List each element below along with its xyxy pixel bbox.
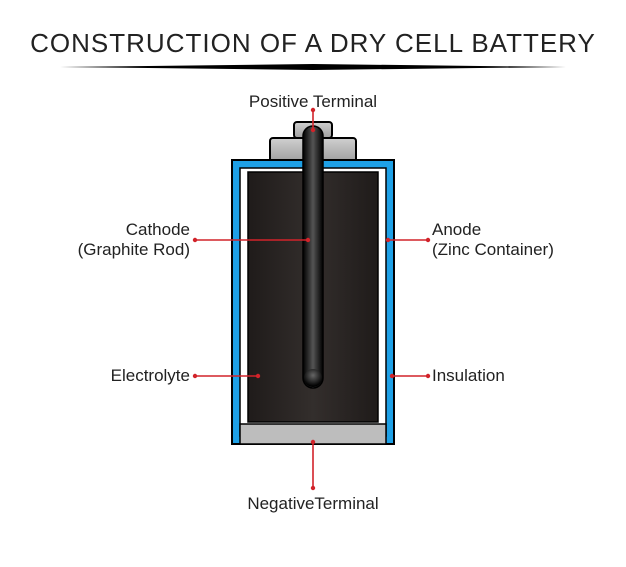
- label-cathode: Cathode(Graphite Rod): [78, 220, 190, 260]
- leader-dot-end-positive-terminal: [311, 128, 315, 132]
- leader-dot-start-cathode: [193, 238, 197, 242]
- page-title: CONSTRUCTION OF A DRY CELL BATTERY: [0, 28, 626, 59]
- leader-dot-end-cathode: [306, 238, 310, 242]
- graphite-rod: [303, 126, 323, 388]
- diagram-stage: Positive Terminal Cathode(Graphite Rod) An…: [0, 80, 626, 560]
- leader-dot-start-insulation: [426, 374, 430, 378]
- leader-dot-start-electrolyte: [193, 374, 197, 378]
- page: CONSTRUCTION OF A DRY CELL BATTERY Posi: [0, 0, 626, 567]
- leader-dot-start-anode: [426, 238, 430, 242]
- label-insulation: Insulation: [432, 366, 505, 386]
- leader-dot-end-insulation: [390, 374, 394, 378]
- battery-diagram: [0, 80, 626, 560]
- label-negative-terminal: NegativeTerminal: [247, 494, 378, 514]
- label-anode: Anode(Zinc Container): [432, 220, 554, 260]
- label-positive-terminal: Positive Terminal: [249, 92, 377, 112]
- leader-dot-end-anode: [386, 238, 390, 242]
- leader-dot-start-negative-terminal: [311, 486, 315, 490]
- title-block: CONSTRUCTION OF A DRY CELL BATTERY: [0, 28, 626, 59]
- rod-tip: [304, 369, 322, 387]
- leader-dot-end-negative-terminal: [311, 440, 315, 444]
- title-underline-icon: [60, 64, 566, 70]
- label-electrolyte: Electrolyte: [111, 366, 190, 386]
- leader-dot-end-electrolyte: [256, 374, 260, 378]
